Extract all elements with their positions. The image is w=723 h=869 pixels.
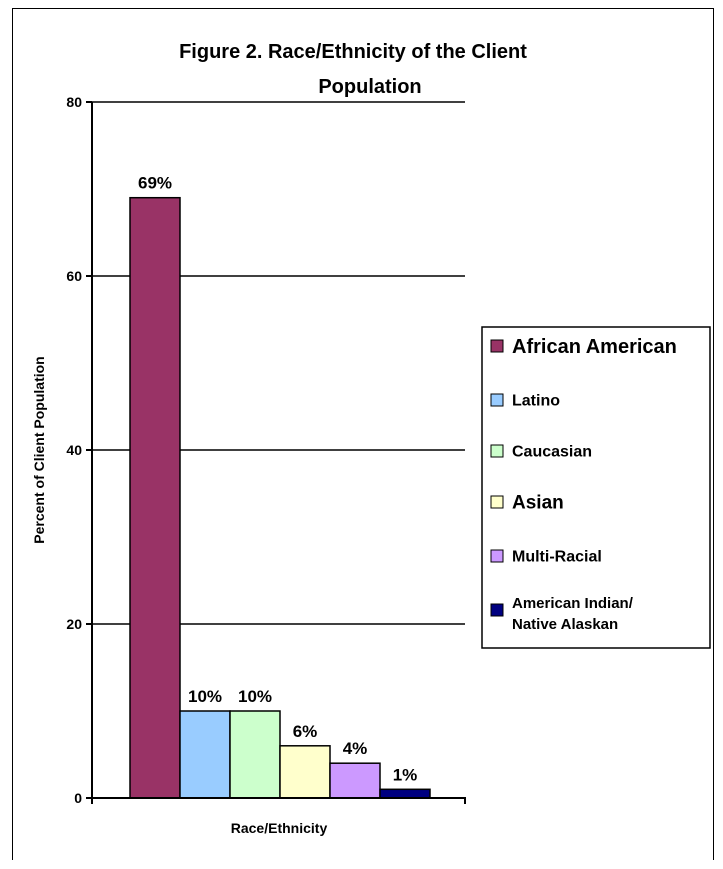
y-tick-label: 40 <box>66 442 82 458</box>
legend-items: African American Latino Caucasian Asian Mult… <box>490 336 677 633</box>
data-label: 6% <box>293 722 318 741</box>
legend: African American Latino Caucasian Asian Mult… <box>481 326 711 649</box>
legend-label: Caucasian <box>512 444 592 461</box>
chart-title-line-2: Population <box>318 76 421 98</box>
y-tick-label: 20 <box>66 616 82 632</box>
legend-box <box>481 326 711 649</box>
bars <box>129 196 431 799</box>
y-tick-marks <box>86 101 92 799</box>
bar-asian <box>279 745 331 799</box>
chart-title-line-1: Figure 2. Race/Ethnicity of the Client <box>179 41 527 63</box>
data-label: 4% <box>343 739 368 758</box>
legend-label: Multi-Racial <box>512 549 602 566</box>
data-label: 10% <box>238 687 272 706</box>
legend-swatch <box>490 495 504 509</box>
legend-label: African American <box>512 336 677 358</box>
data-labels: 69% 10% 10% 6% 4% 1% <box>138 174 417 785</box>
x-axis-label: Race/Ethnicity <box>231 820 328 836</box>
legend-label: Asian <box>512 493 564 514</box>
bar-latino <box>179 710 231 799</box>
legend-label: Latino <box>512 393 560 410</box>
legend-swatch <box>490 444 504 458</box>
legend-swatch <box>490 339 504 353</box>
bar-american-indian-native-alaskan <box>379 788 431 799</box>
y-tick-label: 0 <box>74 790 82 806</box>
bar-african-american <box>129 196 181 799</box>
y-axis-label: Percent of Client Population <box>31 356 47 543</box>
y-tick-label: 60 <box>66 268 82 284</box>
data-label: 69% <box>138 174 172 193</box>
data-label: 1% <box>393 765 418 784</box>
legend-label: American Indian/Native Alaskan <box>512 595 634 633</box>
bar-multi-racial <box>329 762 381 799</box>
y-tick-labels: 0 20 40 60 80 <box>66 94 82 806</box>
bar-caucasian <box>229 710 281 799</box>
y-tick-label: 80 <box>66 94 82 110</box>
legend-swatch <box>490 603 504 617</box>
chart-title: Figure 2. Race/Ethnicity of the Client P… <box>179 41 527 98</box>
data-label: 10% <box>188 687 222 706</box>
legend-swatch <box>490 393 504 407</box>
legend-swatch <box>490 549 504 563</box>
